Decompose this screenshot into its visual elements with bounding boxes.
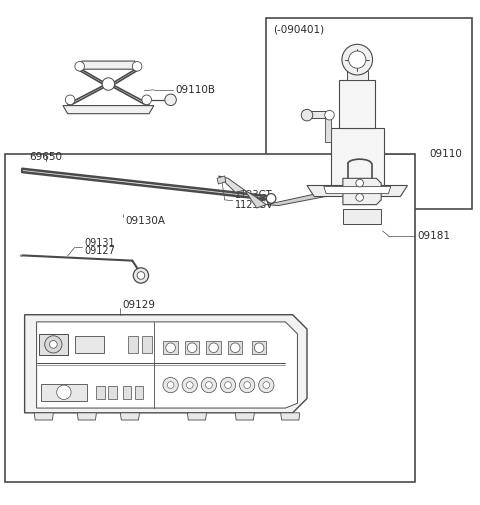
- Text: 1123GV: 1123GV: [235, 199, 274, 210]
- Polygon shape: [24, 315, 307, 413]
- Polygon shape: [34, 413, 53, 420]
- Polygon shape: [120, 413, 140, 420]
- Polygon shape: [36, 322, 298, 408]
- Circle shape: [163, 377, 178, 393]
- Circle shape: [244, 382, 251, 388]
- Circle shape: [49, 340, 57, 348]
- Circle shape: [182, 377, 197, 393]
- Polygon shape: [339, 80, 375, 128]
- Polygon shape: [307, 111, 331, 119]
- Circle shape: [266, 193, 276, 203]
- Polygon shape: [185, 341, 199, 355]
- Circle shape: [65, 95, 75, 105]
- Polygon shape: [324, 186, 391, 193]
- Text: 09127: 09127: [84, 246, 115, 256]
- Polygon shape: [206, 341, 221, 355]
- Text: 1123GT: 1123GT: [235, 190, 273, 200]
- Circle shape: [201, 377, 216, 393]
- Polygon shape: [228, 341, 242, 355]
- Text: 09131: 09131: [84, 238, 115, 248]
- Bar: [142, 336, 153, 353]
- Circle shape: [57, 385, 71, 399]
- Circle shape: [165, 94, 176, 106]
- Polygon shape: [252, 341, 266, 355]
- Polygon shape: [22, 169, 271, 200]
- Circle shape: [186, 382, 193, 388]
- Text: 69650: 69650: [29, 152, 62, 162]
- Polygon shape: [163, 341, 178, 355]
- Circle shape: [132, 62, 142, 71]
- Circle shape: [133, 268, 149, 283]
- Circle shape: [205, 382, 212, 388]
- Circle shape: [356, 179, 363, 187]
- Circle shape: [259, 377, 274, 393]
- Circle shape: [356, 193, 363, 201]
- Polygon shape: [77, 413, 96, 420]
- Circle shape: [75, 62, 84, 71]
- Bar: [108, 386, 117, 399]
- Polygon shape: [324, 114, 331, 142]
- Polygon shape: [266, 188, 343, 206]
- Bar: [266, 18, 472, 210]
- Circle shape: [209, 343, 218, 352]
- Bar: [96, 386, 105, 399]
- Text: 09130A: 09130A: [125, 216, 165, 226]
- Circle shape: [142, 95, 152, 105]
- Polygon shape: [187, 413, 206, 420]
- Bar: [135, 386, 144, 399]
- Circle shape: [45, 336, 62, 353]
- Circle shape: [220, 377, 236, 393]
- Circle shape: [348, 51, 366, 68]
- Polygon shape: [218, 176, 245, 192]
- Polygon shape: [79, 61, 138, 69]
- Circle shape: [225, 382, 231, 388]
- Circle shape: [102, 78, 115, 90]
- Polygon shape: [307, 185, 408, 196]
- Polygon shape: [347, 71, 368, 80]
- Circle shape: [342, 44, 372, 75]
- Bar: [123, 386, 132, 399]
- Text: 09110B: 09110B: [175, 85, 216, 95]
- Polygon shape: [217, 176, 226, 184]
- Circle shape: [187, 343, 197, 352]
- Circle shape: [240, 377, 255, 393]
- Bar: [128, 336, 138, 353]
- Text: 09181: 09181: [417, 231, 450, 241]
- Polygon shape: [281, 413, 300, 420]
- Circle shape: [167, 382, 174, 388]
- Polygon shape: [20, 255, 22, 257]
- Polygon shape: [343, 210, 381, 224]
- Bar: [5, 155, 415, 482]
- Polygon shape: [75, 336, 104, 353]
- Text: 09110: 09110: [429, 149, 462, 160]
- Circle shape: [263, 382, 270, 388]
- Polygon shape: [235, 413, 254, 420]
- Polygon shape: [41, 384, 87, 401]
- Text: 09129: 09129: [123, 300, 156, 310]
- Polygon shape: [245, 190, 266, 208]
- Circle shape: [230, 343, 240, 352]
- Polygon shape: [343, 178, 381, 205]
- Circle shape: [137, 272, 145, 279]
- Circle shape: [324, 111, 334, 120]
- Circle shape: [166, 343, 175, 352]
- Circle shape: [254, 343, 264, 352]
- Polygon shape: [63, 106, 154, 114]
- Polygon shape: [331, 128, 384, 185]
- Text: (-090401): (-090401): [274, 25, 324, 35]
- Polygon shape: [39, 334, 68, 356]
- Circle shape: [301, 110, 313, 121]
